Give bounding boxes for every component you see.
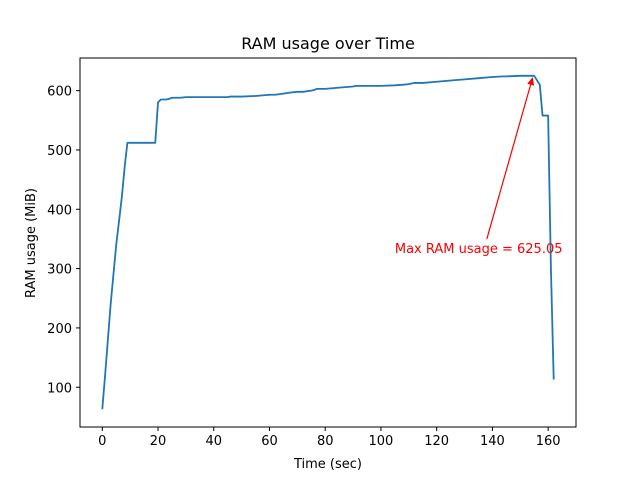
y-tick-label: 600 xyxy=(47,85,72,100)
x-tick-label: 120 xyxy=(424,434,449,449)
annotation-arrow-shaft xyxy=(486,84,532,240)
annotation-arrow-head xyxy=(527,76,534,86)
x-tick-label: 40 xyxy=(205,434,222,449)
plot-area-frame xyxy=(79,57,577,428)
series-layer xyxy=(101,74,555,410)
y-tick-label: 400 xyxy=(47,203,72,218)
x-axis-label: Time (sec) xyxy=(293,457,362,472)
x-tick-label: 140 xyxy=(480,434,505,449)
annotation-layer: Max RAM usage = 625.05 xyxy=(395,76,563,257)
y-tick-label: 200 xyxy=(47,322,72,337)
x-axis-ticks: 0 20 40 60 80 100 120 140 160 xyxy=(98,427,561,449)
chart-title: RAM usage over Time xyxy=(241,34,415,53)
x-tick-label: 0 xyxy=(98,434,106,449)
y-tick-label: 300 xyxy=(47,263,72,278)
x-tick-label: 100 xyxy=(369,434,394,449)
y-tick-label: 100 xyxy=(47,381,72,396)
x-tick-label: 160 xyxy=(536,434,561,449)
x-tick-label: 80 xyxy=(317,434,334,449)
max-ram-annotation: Max RAM usage = 625.05 xyxy=(395,242,563,257)
y-tick-label: 500 xyxy=(47,144,72,159)
x-tick-label: 20 xyxy=(150,434,167,449)
y-axis-ticks: 100 200 300 400 500 600 xyxy=(47,85,80,396)
x-tick-label: 60 xyxy=(261,434,278,449)
y-axis-label: RAM usage (MiB) xyxy=(24,188,39,298)
ram-usage-line xyxy=(101,74,555,410)
